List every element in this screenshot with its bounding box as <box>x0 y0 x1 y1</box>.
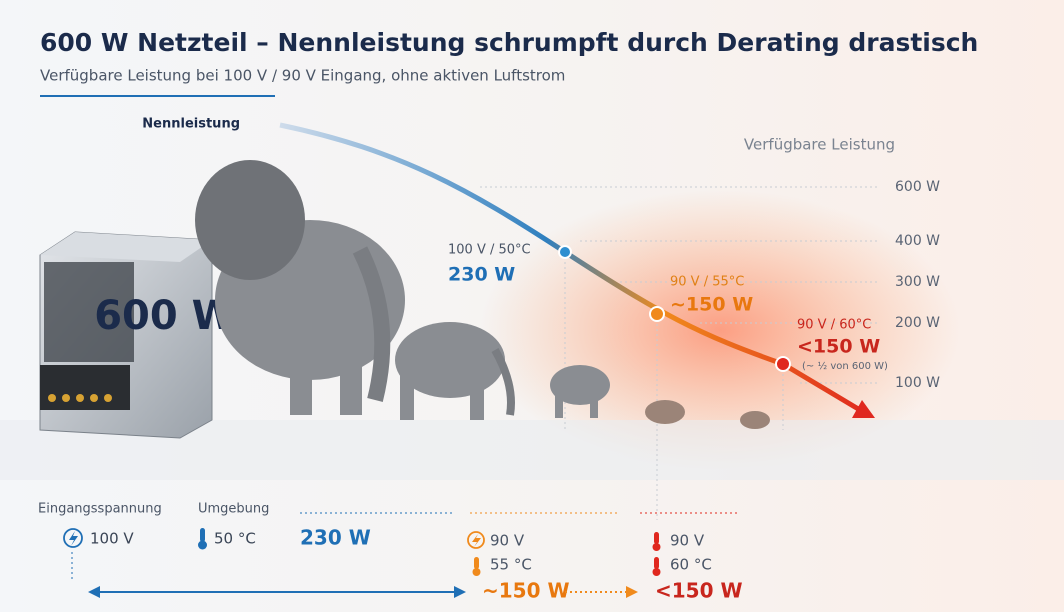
condition: 90 V / 60°C <box>797 318 871 333</box>
subtitle: Verfügbare Leistung bei 100 V / 90 V Ein… <box>40 67 565 85</box>
infographic: 600 W Netzteil – Nennleistung schrumpft … <box>0 0 1064 612</box>
title: 600 W Netzteil – Nennleistung schrumpft … <box>40 28 978 57</box>
power: <150 W <box>797 336 880 358</box>
point-marker <box>650 307 664 321</box>
voltage: 90 V <box>490 532 525 550</box>
temperature: 55 °C <box>490 556 532 574</box>
condition: 90 V / 55°C <box>670 275 744 290</box>
table-header: Umgebung <box>198 502 269 517</box>
power: 230 W <box>300 526 371 550</box>
condition: 100 V / 50°C <box>448 243 531 258</box>
axis-label: 100 W <box>895 375 940 391</box>
power: 230 W <box>448 264 515 286</box>
psu: 600 W <box>40 232 236 438</box>
power: <150 W <box>655 579 743 603</box>
axis-label: 400 W <box>895 233 940 249</box>
voltage: 90 V <box>670 532 705 550</box>
voltage: 100 V <box>90 530 134 548</box>
temperature: 50 °C <box>214 530 256 548</box>
power: ~150 W <box>482 579 570 603</box>
temperature: 60 °C <box>670 556 712 574</box>
curve-label: Nennleistung <box>142 117 240 132</box>
axis-label: 600 W <box>895 179 940 195</box>
point-marker <box>559 246 571 258</box>
psu-label: 600 W <box>94 293 236 339</box>
axis-label: 300 W <box>895 274 940 290</box>
point-marker <box>776 357 790 371</box>
power: ~150 W <box>670 294 753 316</box>
axis-label: 200 W <box>895 315 940 331</box>
note: (~ ½ von 600 W) <box>802 360 888 372</box>
table-header: Eingangsspannung <box>38 502 162 517</box>
axis-title: Verfügbare Leistung <box>744 136 895 154</box>
